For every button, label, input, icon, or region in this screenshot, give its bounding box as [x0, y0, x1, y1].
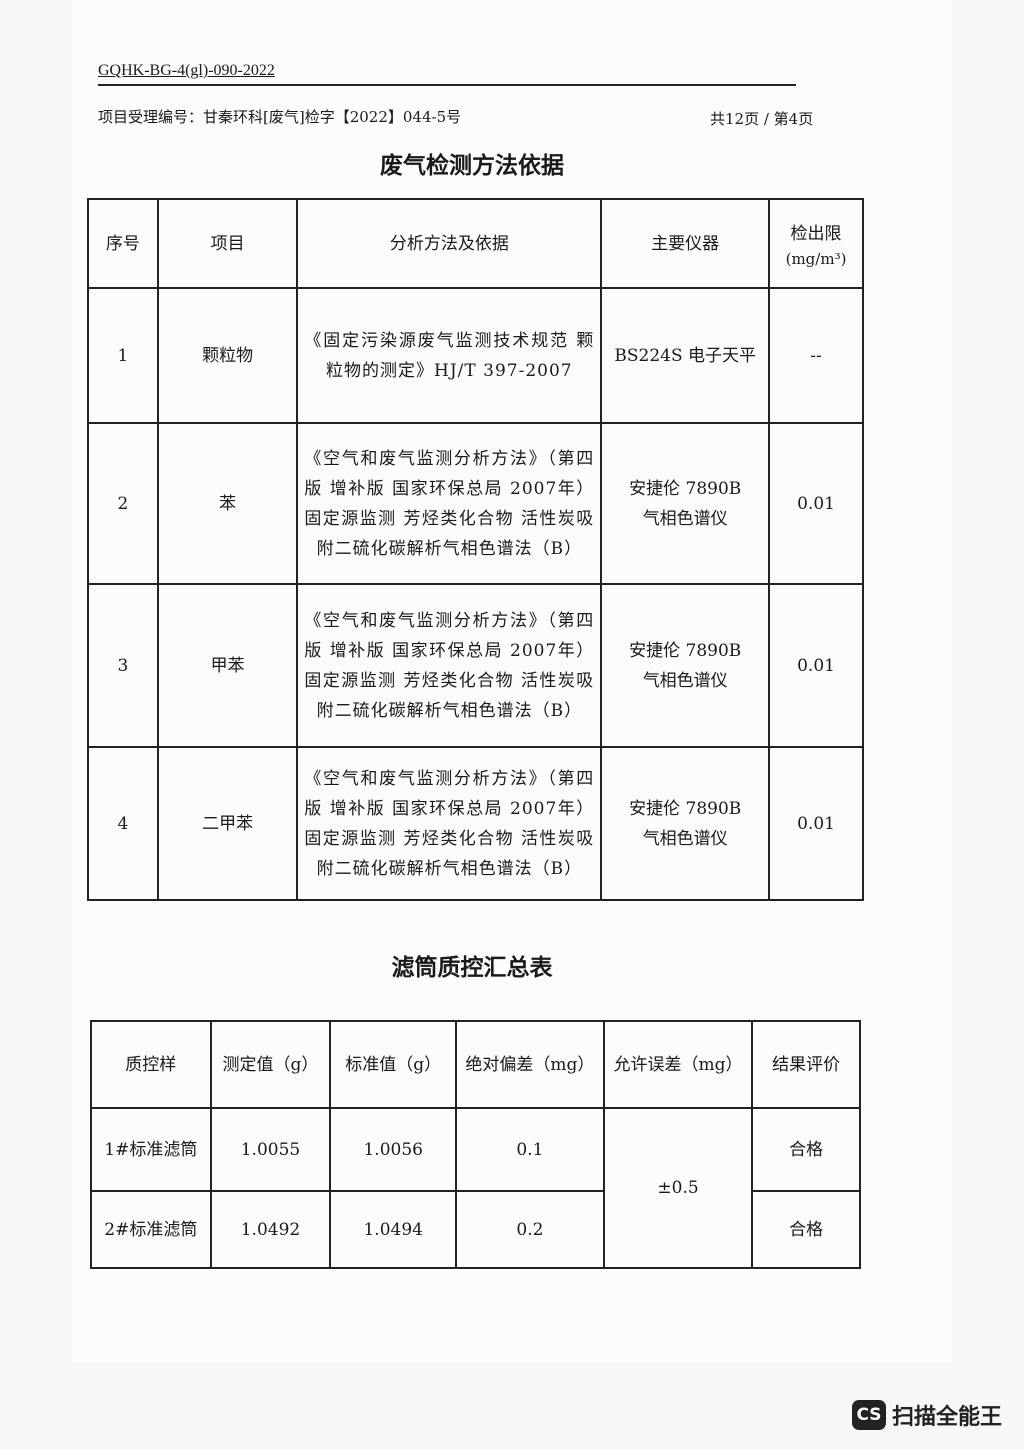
header-unit: (mg/m³) — [785, 249, 847, 268]
table-row: 1 颗粒物 《固定污染源废气监测技术规范 颗粒物的测定》HJ/T 397-200… — [87, 287, 864, 424]
cell-allowed-error: ±0.5 — [602, 1107, 754, 1269]
header-cell: 质控样 — [90, 1020, 212, 1109]
cell-method: 《空气和废气监测分析方法》（第四版 增补版 国家环保总局 2007年）固定源监测… — [296, 583, 603, 748]
header-cell: 序号 — [87, 198, 159, 289]
header-cell: 检出限 (mg/m³) — [768, 198, 864, 289]
methods-table: 序号 项目 分析方法及依据 主要仪器 检出限 (mg/m³) 1 颗粒物 《固定污… — [87, 198, 864, 901]
table-row: 3 甲苯 《空气和废气监测分析方法》（第四版 增补版 国家环保总局 2007年）… — [87, 583, 864, 748]
cell-measured: 1.0055 — [209, 1107, 332, 1192]
cell-limit: 0.01 — [768, 746, 864, 901]
cell-standard: 1.0494 — [329, 1190, 458, 1269]
cell-item: 甲苯 — [156, 583, 299, 748]
cell-standard: 1.0056 — [329, 1107, 458, 1192]
cell-result: 合格 — [751, 1190, 861, 1269]
header-cell: 项目 — [156, 198, 299, 289]
table-row: 2#标准滤筒 1.0492 1.0494 0.2 合格 — [90, 1190, 861, 1269]
camscanner-watermark: CS 扫描全能王 — [851, 1399, 1002, 1431]
cell-instrument: 安捷伦 7890B 气相色谱仪 — [600, 583, 771, 748]
page-info: 共12页 / 第4页 — [710, 110, 814, 128]
table2-title: 滤筒质控汇总表 — [391, 954, 553, 981]
table-header-row: 质控样 测定值（g） 标准值（g） 绝对偏差（mg） 允许误差（mg） 结果评价 — [90, 1020, 861, 1109]
cell-limit: -- — [768, 287, 864, 424]
table-row: 2 苯 《空气和废气监测分析方法》（第四版 增补版 国家环保总局 2007年）固… — [87, 422, 864, 585]
cell-deviation: 0.1 — [455, 1107, 605, 1192]
header-cell: 绝对偏差（mg） — [455, 1020, 605, 1109]
cell-result: 合格 — [751, 1107, 861, 1192]
cell-no: 2 — [87, 422, 159, 585]
header-cell: 分析方法及依据 — [296, 198, 603, 289]
table-header-row: 序号 项目 分析方法及依据 主要仪器 检出限 (mg/m³) — [87, 198, 864, 289]
cell-instrument: 安捷伦 7890B 气相色谱仪 — [600, 746, 771, 901]
header-limit: 检出限 — [790, 223, 842, 244]
header-cell: 标准值（g） — [329, 1020, 458, 1109]
header-cell: 主要仪器 — [600, 198, 771, 289]
cell-measured: 1.0492 — [209, 1190, 332, 1269]
cell-instrument: 安捷伦 7890B 气相色谱仪 — [600, 422, 771, 585]
header-cell: 允许误差（mg） — [602, 1020, 754, 1109]
cell-item: 二甲苯 — [156, 746, 299, 901]
header-cell: 测定值（g） — [209, 1020, 332, 1109]
cell-limit: 0.01 — [768, 422, 864, 585]
cell-instrument: BS224S 电子天平 — [600, 287, 771, 424]
cell-method: 《固定污染源废气监测技术规范 颗粒物的测定》HJ/T 397-2007 — [296, 287, 603, 424]
header-divider — [98, 84, 796, 86]
document-number: GQHK-BG-4(gl)-090-2022 — [98, 62, 275, 79]
cell-deviation: 0.2 — [455, 1190, 605, 1269]
cell-item: 苯 — [156, 422, 299, 585]
cell-method: 《空气和废气监测分析方法》（第四版 增补版 国家环保总局 2007年）固定源监测… — [296, 746, 603, 901]
cell-no: 4 — [87, 746, 159, 901]
cell-no: 3 — [87, 583, 159, 748]
cell-no: 1 — [87, 287, 159, 424]
camscanner-logo-icon: CS — [851, 1400, 886, 1430]
table1-title: 废气检测方法依据 — [380, 152, 564, 179]
cell-item: 颗粒物 — [156, 287, 299, 424]
cell-limit: 0.01 — [768, 583, 864, 748]
cell-method: 《空气和废气监测分析方法》（第四版 增补版 国家环保总局 2007年）固定源监测… — [296, 422, 603, 585]
header-cell: 结果评价 — [751, 1020, 861, 1109]
receipt-number: 项目受理编号：甘秦环科[废气]检字【2022】044-5号 — [98, 108, 462, 126]
watermark-text: 扫描全能王 — [891, 1405, 1002, 1430]
cell-sample: 1#标准滤筒 — [90, 1107, 212, 1192]
cell-sample: 2#标准滤筒 — [90, 1190, 212, 1269]
filter-qc-table: 质控样 测定值（g） 标准值（g） 绝对偏差（mg） 允许误差（mg） 结果评价… — [90, 1020, 861, 1269]
table-row: 4 二甲苯 《空气和废气监测分析方法》（第四版 增补版 国家环保总局 2007年… — [87, 746, 864, 901]
table-row: 1#标准滤筒 1.0055 1.0056 0.1 ±0.5 合格 — [90, 1107, 861, 1269]
